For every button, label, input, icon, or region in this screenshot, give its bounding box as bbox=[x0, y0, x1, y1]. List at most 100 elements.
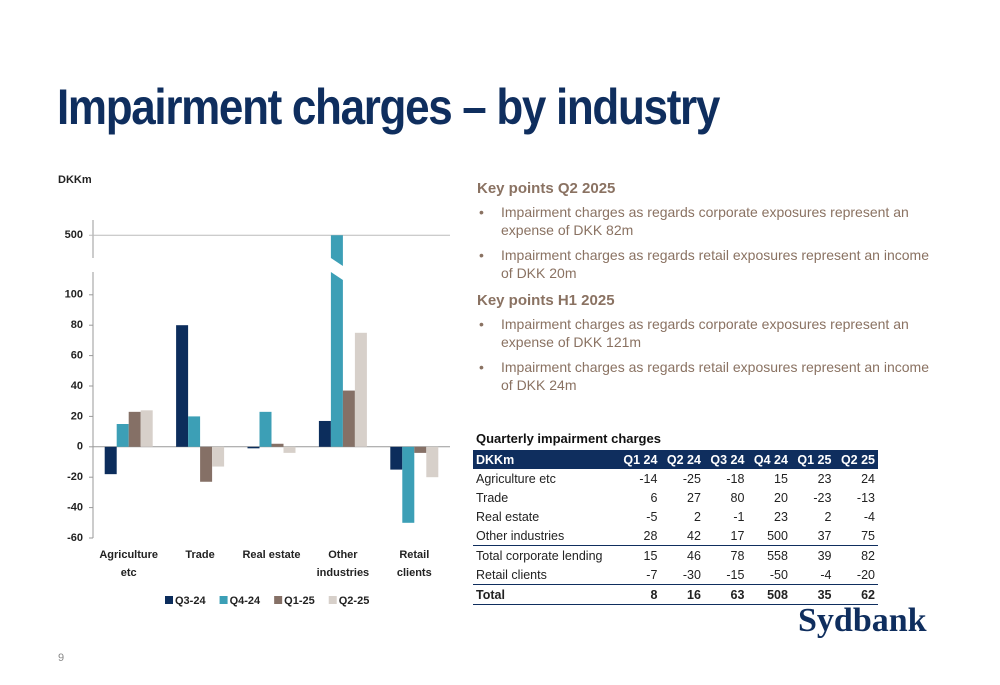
bar bbox=[426, 446, 439, 478]
legend-swatch bbox=[274, 596, 283, 604]
table: DKKm Q1 24 Q2 24 Q3 24 Q4 24 Q1 25 Q2 25 Agricu… bbox=[473, 450, 878, 605]
table-cell: 15 bbox=[774, 471, 788, 486]
bar bbox=[128, 411, 141, 447]
x-tick-label: Trade bbox=[185, 549, 214, 561]
header-cell: Q4 24 bbox=[747, 450, 791, 469]
table-cell: 63 bbox=[703, 584, 748, 605]
y-tick-label: 100 bbox=[65, 289, 83, 301]
table-title: Quarterly impairment charges bbox=[476, 431, 661, 446]
page-number: 9 bbox=[58, 652, 65, 664]
header-cell: Q2 25 bbox=[834, 450, 878, 469]
bar bbox=[247, 446, 260, 449]
table-cell: Agriculture etc bbox=[476, 471, 556, 486]
table-cell: -5 bbox=[646, 509, 658, 524]
table-cell: -30 bbox=[682, 567, 701, 582]
table-cell: -4 bbox=[820, 567, 832, 582]
bullet-list: Impairment charges as regards corporate … bbox=[477, 203, 942, 282]
legend-swatch bbox=[328, 596, 337, 604]
x-tick-label: Agriculture etc bbox=[99, 549, 158, 579]
key-points-heading: Key points H1 2025 bbox=[477, 292, 615, 309]
table-cell: Other industries bbox=[476, 528, 565, 543]
table-cell: 75 bbox=[861, 528, 875, 543]
table-cell: 46 bbox=[660, 545, 704, 565]
y-tick-label: 20 bbox=[71, 410, 83, 422]
y-tick-label: 40 bbox=[71, 380, 83, 392]
bar-upper bbox=[330, 235, 343, 266]
legend-swatch bbox=[165, 596, 173, 604]
header-row: DKKm Q1 24 Q2 24 Q3 24 Q4 24 Q1 25 Q2 25 bbox=[473, 450, 878, 469]
bar bbox=[354, 332, 367, 447]
table-cell: 20 bbox=[774, 490, 788, 505]
table-cell: 62 bbox=[834, 584, 878, 605]
bar bbox=[176, 325, 189, 447]
table-cell: -7 bbox=[646, 567, 658, 582]
bar bbox=[283, 446, 296, 453]
header-cell: Q2 24 bbox=[660, 450, 704, 469]
table-cell: 37 bbox=[817, 528, 832, 543]
header-cell: Q1 25 bbox=[790, 450, 835, 469]
legend-label: Q1-25 bbox=[284, 595, 315, 607]
table-cell: Retail clients bbox=[476, 567, 547, 582]
y-tick-label: -40 bbox=[67, 502, 83, 514]
y-tick-label: 500 bbox=[65, 229, 83, 241]
bar bbox=[271, 443, 284, 447]
legend-label: Q3-24 bbox=[175, 595, 206, 607]
x-tick-label: Retail clients bbox=[397, 549, 432, 579]
header-cell: Q3 24 bbox=[703, 450, 748, 469]
table-cell: Trade bbox=[476, 490, 509, 505]
table-row: Total 8 16 63 508 35 62 bbox=[473, 584, 878, 605]
table-cell: Total corporate lending bbox=[473, 545, 617, 565]
table-cell: 35 bbox=[790, 584, 835, 605]
bar bbox=[200, 446, 213, 482]
table-cell: -20 bbox=[856, 567, 875, 582]
table-cell: -50 bbox=[769, 567, 788, 582]
table-cell: -13 bbox=[856, 490, 875, 505]
table-cell: 2 bbox=[824, 509, 832, 524]
chart: DKKm -60 -40 -20 0 20 40 60 80 100 500 Agriculture… bbox=[58, 174, 450, 607]
legend-swatch bbox=[219, 596, 228, 604]
table-cell: -1 bbox=[733, 509, 745, 524]
y-tick-label: -60 bbox=[67, 532, 83, 544]
table-cell: 6 bbox=[650, 490, 658, 505]
table-cell: 24 bbox=[861, 471, 875, 486]
key-points-heading: Key points Q2 2025 bbox=[477, 180, 616, 197]
y-tick-label: 60 bbox=[71, 350, 83, 362]
table-cell: 23 bbox=[774, 509, 788, 524]
bar bbox=[414, 446, 427, 453]
table-row: Other industries 28 42 17 500 37 75 bbox=[473, 526, 878, 546]
logo: Sydbank bbox=[798, 602, 927, 639]
table-cell: -23 bbox=[813, 490, 832, 505]
bar bbox=[390, 446, 403, 470]
y-tick-label: 80 bbox=[71, 319, 83, 331]
bar bbox=[116, 424, 129, 447]
table-row: Real estate -5 2 -1 23 2 -4 bbox=[473, 507, 878, 526]
table-cell: 16 bbox=[660, 584, 704, 605]
bar bbox=[188, 416, 201, 447]
bar bbox=[330, 272, 343, 447]
table-cell: 82 bbox=[834, 545, 878, 565]
table-cell: Total bbox=[473, 584, 617, 605]
table-cell: 558 bbox=[747, 545, 791, 565]
table-cell: -15 bbox=[726, 567, 745, 582]
table-cell: -25 bbox=[682, 471, 701, 486]
legend-label: Q4-24 bbox=[230, 595, 261, 607]
bar bbox=[212, 446, 225, 467]
table-cell: 78 bbox=[703, 545, 748, 565]
table-cell: -14 bbox=[639, 471, 658, 486]
table-cell: 8 bbox=[616, 584, 661, 605]
table-cell: 42 bbox=[687, 528, 701, 543]
x-tick-label: Other industries bbox=[317, 549, 370, 579]
table-row: Agriculture etc -14 -25 -18 15 23 24 bbox=[473, 469, 878, 488]
bullet: Impairment charges as regards retail exp… bbox=[479, 358, 942, 394]
bullet: Impairment charges as regards corporate … bbox=[479, 315, 942, 351]
table-cell: Real estate bbox=[476, 509, 540, 524]
table-row: Trade 6 27 80 20 -23 -13 bbox=[473, 488, 878, 507]
table-cell: 500 bbox=[767, 528, 788, 543]
y-tick-label: 0 bbox=[77, 441, 83, 453]
table-row: Total corporate lending 15 46 78 558 39 82 bbox=[473, 545, 878, 565]
table-cell: 27 bbox=[687, 490, 701, 505]
table-cell: 15 bbox=[616, 545, 661, 565]
table-cell: 2 bbox=[693, 509, 701, 524]
header-cell: DKKm bbox=[473, 450, 617, 469]
